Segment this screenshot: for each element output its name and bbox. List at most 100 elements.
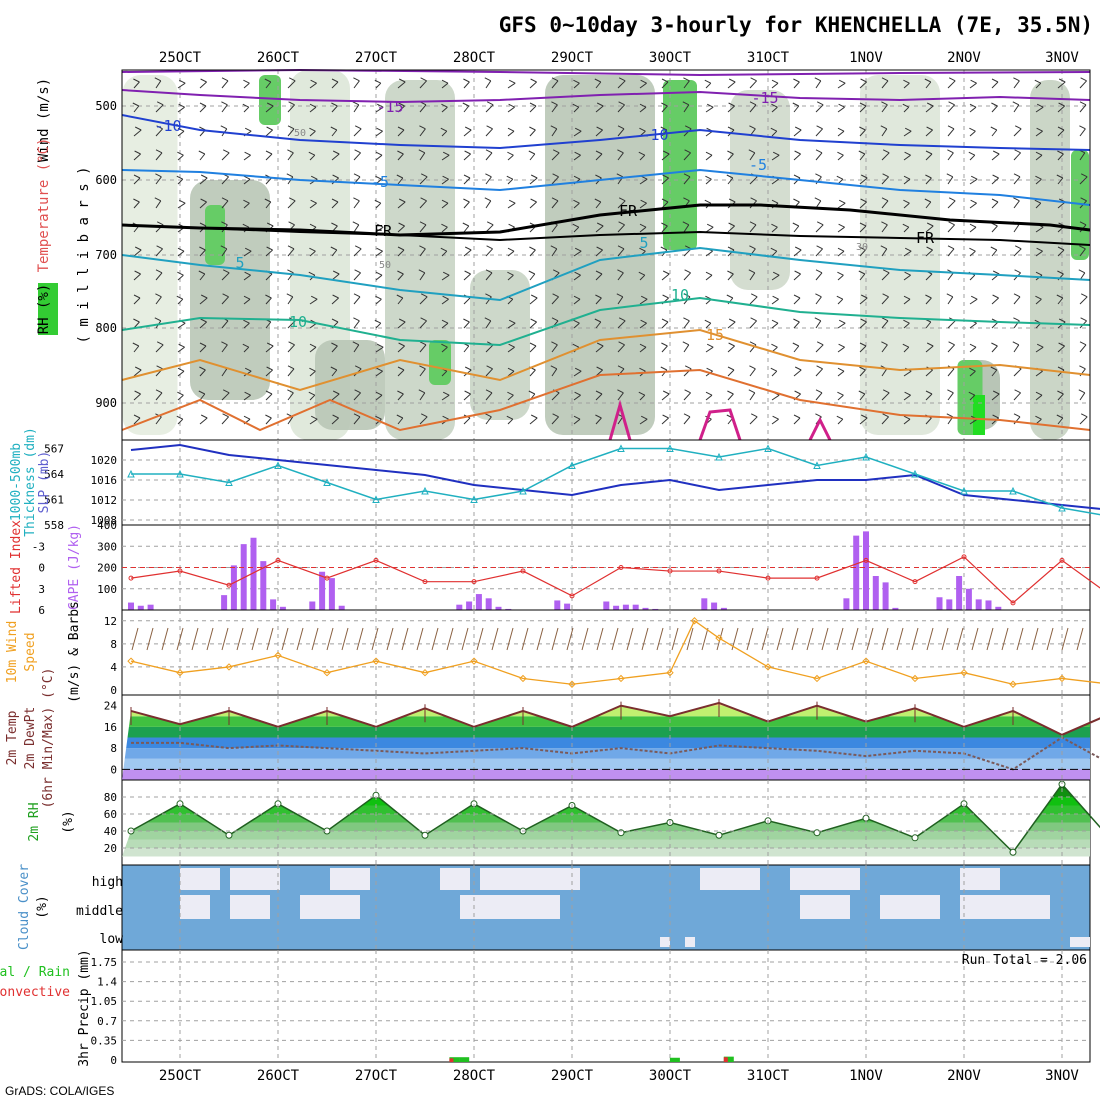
wind-barb	[573, 154, 581, 161]
wind-barb	[155, 416, 162, 425]
wind-barb	[551, 368, 558, 377]
thickness-tick-label: 564	[44, 468, 64, 481]
wind-barb	[837, 298, 844, 305]
thickness-series-line	[131, 447, 1100, 516]
wind-barb-flag	[420, 77, 427, 82]
wind-barb	[1035, 346, 1044, 353]
wind-barb	[815, 224, 824, 233]
wind-barb-flag	[332, 270, 340, 275]
wind-barb	[573, 82, 580, 89]
wind-barb-flag	[683, 317, 690, 322]
wind-barb-10m	[1046, 627, 1054, 651]
wind-barb-flag	[992, 174, 999, 179]
wind-barb-flag	[177, 127, 185, 132]
wind-speed-line	[130, 619, 1100, 685]
wind-barb-flag	[660, 126, 668, 131]
wind-barb-10m	[656, 627, 664, 651]
cape-bar	[622, 604, 629, 610]
wind-barb-flag	[836, 415, 844, 420]
x-tick-label-bottom: 26OCT	[257, 1068, 300, 1084]
cape-bar	[975, 599, 982, 610]
wind-barb-flag	[134, 150, 141, 155]
rh-tick-label: 80	[104, 791, 117, 804]
cloud-low-block	[685, 937, 695, 947]
wind-barb-flag	[354, 269, 361, 274]
freezing-level-1	[121, 203, 1091, 237]
wind-barb	[419, 104, 427, 113]
wind-barb	[859, 417, 868, 425]
contour-label: 50	[379, 260, 391, 271]
li-tick-label: 3	[38, 583, 45, 596]
wind-barb	[353, 392, 361, 401]
wind-barb-flag	[309, 343, 317, 348]
wind-barb	[903, 274, 911, 281]
wind-barb-flag	[772, 151, 780, 156]
wind-barb-flag	[1057, 366, 1065, 371]
temp-axis-label-3: (6hr Min/Max) (°C)	[41, 668, 56, 809]
wind-barb	[221, 104, 228, 113]
wind-barb	[617, 200, 626, 209]
wind-barb-flag	[507, 127, 515, 132]
wind-barb-flag	[946, 173, 954, 178]
contour-label: -5	[371, 173, 389, 191]
wind-barb-flag	[792, 222, 800, 227]
wind-barb-flag	[617, 365, 625, 370]
wind-axis-label-3: (m/s) & Barbs	[67, 601, 82, 703]
wind-barb	[243, 322, 250, 329]
wind-barb-flag	[596, 222, 604, 227]
wind-barb-flag	[793, 174, 801, 179]
wind-barb-10m	[131, 627, 139, 651]
isotherm-25	[808, 416, 832, 441]
wind-barb-flag	[948, 101, 955, 106]
wind-barb	[683, 104, 690, 113]
wind-barb	[309, 298, 318, 305]
isotherm-20	[121, 368, 1091, 432]
wind-barb	[199, 321, 207, 329]
wind-barb	[617, 128, 625, 137]
wind-barb-flag	[969, 367, 976, 372]
wind-barb-flag	[794, 126, 802, 131]
wind-barb-flag	[792, 342, 800, 347]
wind-barb	[991, 345, 998, 353]
temp-axis-label-2: 2m DewPt	[23, 707, 38, 770]
wind-barb	[991, 201, 999, 209]
wind-barb	[617, 104, 625, 113]
wind-barb	[133, 81, 140, 89]
wind-barb	[463, 321, 470, 329]
wind-barb	[595, 273, 603, 281]
wind-barb-flag	[596, 102, 604, 107]
wind-barb-flag	[484, 77, 492, 82]
wind-barb-flag	[860, 174, 868, 179]
wind-barb-flag	[221, 197, 229, 202]
wind-barb-flag	[1078, 389, 1086, 394]
wind-barb-flag	[926, 126, 933, 131]
li-point	[275, 557, 281, 563]
wind-barb	[331, 105, 338, 113]
wind-barb-flag	[947, 245, 955, 250]
wind-barb-flag	[618, 341, 625, 346]
wind-barb-flag	[990, 246, 998, 251]
contour-label: FR	[916, 229, 935, 247]
wind-barb-10m	[461, 627, 469, 651]
wind-barb	[331, 393, 340, 401]
wind-barb-flag	[595, 414, 602, 419]
wind-barb	[793, 345, 800, 353]
wind-barb	[639, 226, 647, 233]
wind-barb	[441, 154, 450, 161]
wind-barb	[507, 322, 516, 329]
wind-barb-flag	[992, 294, 999, 299]
wind-barb-flag	[594, 78, 602, 83]
wind-barb	[925, 393, 933, 401]
wind-barb	[551, 176, 559, 185]
wind-barb-flag	[308, 391, 316, 396]
wind-barb-flag	[442, 295, 449, 300]
wind-barb	[419, 272, 426, 281]
wind-barb-flag	[1057, 126, 1065, 131]
wind-barb-flag	[992, 390, 1000, 395]
wind-barb-flag	[530, 318, 537, 323]
x-tick-label-bottom: 2NOV	[947, 1068, 981, 1084]
wind-barb-flag	[309, 103, 317, 108]
wind-barb-flag	[947, 389, 954, 394]
wind-barb-flag	[508, 103, 515, 108]
wind-barb-flag	[1014, 389, 1021, 394]
